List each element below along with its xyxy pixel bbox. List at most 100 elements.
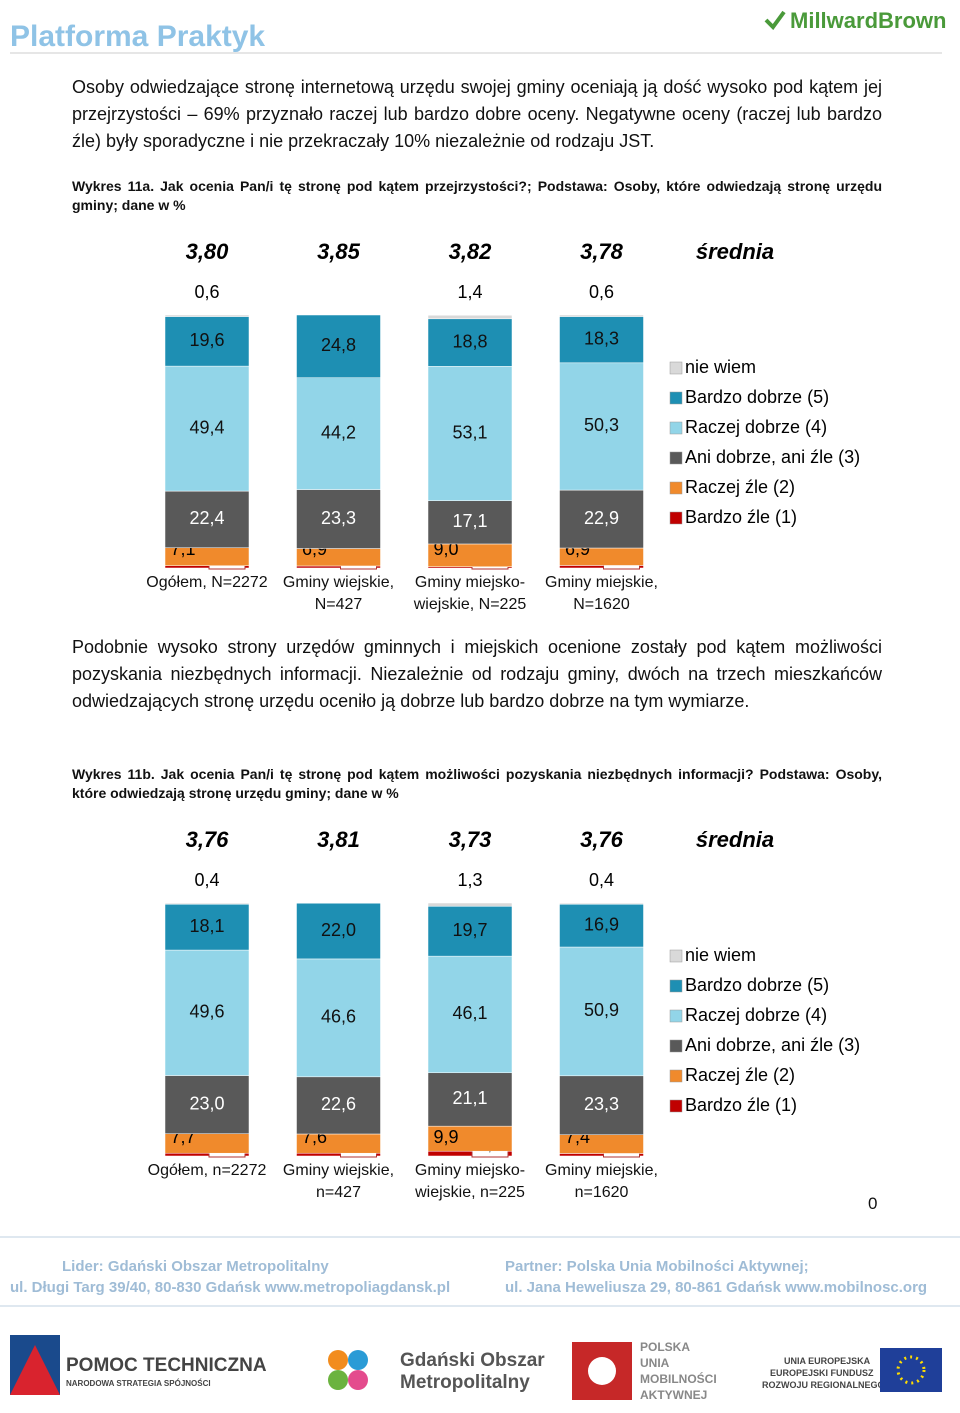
bar-segment — [559, 903, 644, 905]
mean-label: 3,82 — [449, 239, 493, 264]
legend-swatch — [669, 511, 683, 525]
footer-text: ul. Jana Heweliusza 29, 80-861 Gdańsk ww… — [505, 1279, 928, 1296]
bar-segment — [427, 500, 513, 545]
value-label: 53,1 — [452, 422, 487, 442]
figure-caption: Wykres 11b. Jak ocenia Pan/i tę stronę p… — [72, 766, 882, 801]
logo-text: ROZWOJU REGIONALNEGO — [762, 1380, 885, 1390]
value-label: 44,2 — [321, 422, 356, 442]
category-label: Ogółem, N=2272 — [146, 574, 268, 591]
category-label: Gminy miejsko-wiejskie, n=225 — [414, 1162, 526, 1201]
value-label: 23,0 — [189, 1093, 224, 1113]
logo-text: Metropolitalny — [400, 1372, 530, 1393]
mean-label: 3,85 — [317, 239, 361, 264]
value-label: 1,4 — [457, 282, 482, 302]
logo-text: POLSKA — [640, 1340, 691, 1354]
value-label: 19,7 — [452, 920, 487, 940]
value-label: 46,6 — [321, 1007, 356, 1027]
value-label: 22,6 — [321, 1094, 356, 1114]
bar-segment — [296, 903, 381, 960]
category-label: Gminy wiejskie, n=427 — [282, 1162, 395, 1201]
bar-segment — [427, 1072, 513, 1127]
legend-label: Raczej źle (2) — [685, 1065, 795, 1085]
bar-segment — [559, 362, 644, 491]
category-label: Gminy miejskie, N=1620 — [545, 574, 658, 613]
value-label: 19,6 — [189, 330, 224, 350]
value-label: 1,3 — [457, 870, 482, 890]
value-label: 50,9 — [584, 1000, 619, 1020]
bar-segment — [296, 1076, 381, 1135]
legend-swatch — [669, 1099, 683, 1113]
legend-swatch — [669, 949, 683, 963]
legend-swatch — [669, 421, 683, 435]
legend-swatch — [669, 391, 683, 405]
logo-icon — [328, 1350, 368, 1390]
category-label: Gminy miejskie, n=1620 — [545, 1162, 658, 1201]
bar-segment — [296, 489, 381, 549]
value-label: 46,1 — [452, 1003, 487, 1023]
logo-text: NARODOWA STRATEGIA SPÓJNOŚCI — [66, 1379, 211, 1388]
footer-text: Lider: Gdański Obszar Metropolitalny — [62, 1258, 329, 1275]
bar-segment — [427, 1125, 513, 1152]
value-label: 23,3 — [584, 1094, 619, 1114]
value-label: 17,1 — [452, 511, 487, 531]
value-label: 0,4 — [194, 870, 219, 890]
legend-label: nie wiem — [685, 945, 756, 965]
bar-segment — [296, 314, 381, 378]
footer-rule — [0, 1305, 960, 1307]
bar-segment — [164, 365, 250, 492]
legend-swatch — [669, 481, 683, 495]
mean-title: średnia — [696, 827, 774, 852]
value-label: 9,9 — [433, 1127, 458, 1147]
footer-text: Partner: Polska Unia Mobilności Aktywnej… — [505, 1258, 809, 1275]
figure-caption: Wykres 11a. Jak ocenia Pan/i tę stronę p… — [72, 178, 882, 213]
bar-segment — [427, 318, 513, 367]
header-title: Platforma Praktyk — [10, 20, 266, 53]
chart-canvas: 3,803,853,823,78średnia0,97,122,449,419,… — [164, 239, 860, 570]
legend-swatch — [669, 1009, 683, 1023]
value-label: 0,6 — [194, 282, 219, 302]
bar-segment — [164, 1075, 250, 1134]
legend-swatch — [669, 451, 683, 465]
mean-label: 3,80 — [186, 239, 230, 264]
mean-label: 3,73 — [449, 827, 492, 852]
mean-label: 3,81 — [317, 827, 360, 852]
value-label: 18,1 — [189, 916, 224, 936]
bar-segment — [427, 366, 513, 501]
legend-label: Bardzo dobrze (5) — [685, 975, 829, 995]
mean-title: średnia — [696, 239, 774, 264]
legend-label: Ani dobrze, ani źle (3) — [685, 447, 860, 467]
bar-segment — [427, 906, 513, 957]
bar-segment — [164, 903, 250, 905]
bar-segment — [164, 904, 250, 951]
bar-segment — [164, 490, 250, 549]
bar-segment — [427, 955, 513, 1074]
legend-label: Bardzo dobrze (5) — [685, 387, 829, 407]
header-rule — [10, 52, 942, 54]
value-label: 22,0 — [321, 920, 356, 940]
logo-icon — [572, 1342, 632, 1400]
brand-icon — [764, 10, 786, 30]
eu-flag — [880, 1348, 942, 1392]
value-label: 24,8 — [321, 335, 356, 355]
legend-label: Ani dobrze, ani źle (3) — [685, 1035, 860, 1055]
value-label: 49,4 — [189, 417, 224, 437]
footer-text: ul. Długi Targ 39/40, 80-830 Gdańsk www.… — [10, 1279, 451, 1296]
category-label: Gminy miejsko-wiejskie, N=225 — [413, 574, 527, 613]
legend-swatch — [669, 979, 683, 993]
logo-text: EUROPEJSKI FUNDUSZ — [770, 1368, 874, 1378]
mean-label: 3,78 — [580, 239, 624, 264]
logo-text: POMOC TECHNICZNA — [66, 1355, 267, 1376]
bar-segment — [296, 377, 381, 490]
legend-label: Raczej dobrze (4) — [685, 1005, 827, 1025]
legend-label: Bardzo źle (1) — [685, 1095, 797, 1115]
value-label: 21,1 — [452, 1088, 487, 1108]
value-label: 23,3 — [321, 508, 356, 528]
bar-segment — [427, 902, 513, 907]
logo-text: UNIA — [640, 1356, 670, 1370]
bar-segment — [559, 904, 644, 948]
legend-swatch — [669, 1069, 683, 1083]
value-label: 18,3 — [584, 328, 619, 348]
bar-segment — [164, 316, 250, 367]
bar-segment — [559, 1075, 644, 1135]
